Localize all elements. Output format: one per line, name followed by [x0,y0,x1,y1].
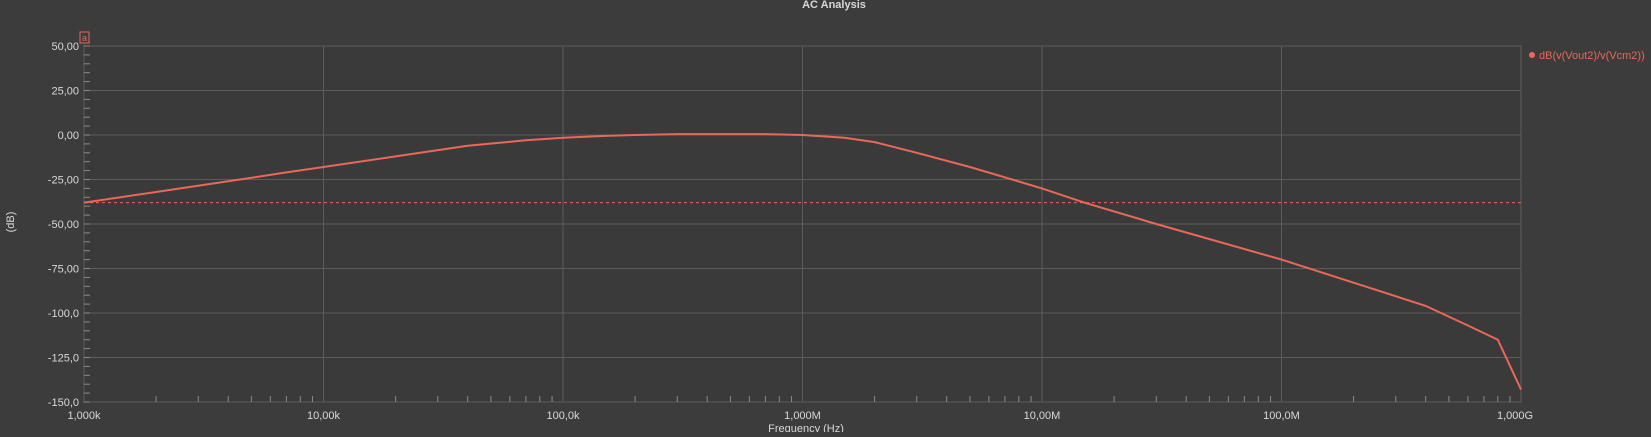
x-tick-label: 1,000G [1497,410,1533,422]
x-tick-label: 1,000k [67,410,101,422]
x-tick-label: 10,00k [307,410,341,422]
y-tick-labels: 50,00 25,00 0,00 -25,00 -50,00 -75,00 -100,0 -1… [48,41,79,409]
series-line [83,133,1522,390]
y-axis-label: (dB) [5,212,17,233]
y-tick-label: 50,00 [51,41,79,53]
x-tick-label: 1,000M [784,410,821,422]
cursor-marker-box[interactable] [79,31,90,44]
x-tick-label: 100,0M [1263,410,1300,422]
y-tick-label: -25,00 [48,175,79,187]
y-tick-label: -50,00 [48,219,79,231]
minor-ticks [84,45,1511,403]
y-tick-label: 0,00 [58,130,79,142]
legend-marker [1529,52,1535,58]
legend[interactable]: dB(v(Vout2)/v(Vcm2)) [1529,50,1645,62]
y-tick-label: -150,0 [48,397,79,409]
x-tick-labels: 1,000k 10,00k 100,0k 1,000M 10,00M 100,0M 1,00… [67,410,1533,422]
y-tick-label: -75,00 [48,264,79,276]
y-tick-label: 25,00 [51,86,79,98]
chart-title: AC Analysis [802,0,866,11]
y-tick-label: -100,0 [48,308,79,320]
x-axis-label: Frequency (Hz) [768,423,844,432]
y-tick-label: -125,0 [48,353,79,365]
x-tick-label: 100,0k [546,410,580,422]
legend-series-label: dB(v(Vout2)/v(Vcm2)) [1539,50,1645,62]
cursor-marker[interactable]: a [79,31,90,44]
cursor-marker-label: a [82,33,87,43]
x-tick-label: 10,00M [1024,410,1061,422]
